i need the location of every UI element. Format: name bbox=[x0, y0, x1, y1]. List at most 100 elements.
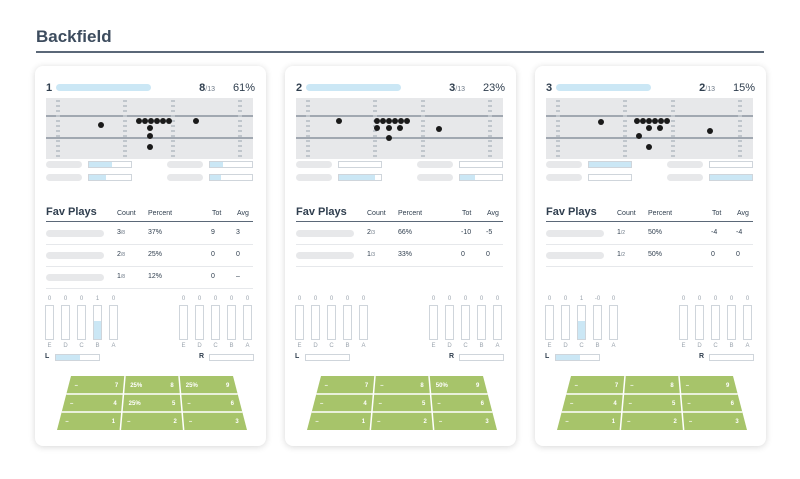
play-count: 3/8 bbox=[117, 229, 125, 236]
gap-right-count: 0 bbox=[729, 296, 734, 302]
stat-label-placeholder bbox=[667, 161, 703, 168]
gap-right-count: 0 bbox=[245, 296, 250, 302]
table-divider bbox=[296, 221, 503, 222]
gap-right-letter: D bbox=[197, 343, 202, 349]
stat-bar-row bbox=[46, 174, 253, 181]
play-percent: 37% bbox=[148, 229, 163, 236]
zone-percent: 50% bbox=[436, 383, 449, 389]
stat-meter bbox=[88, 174, 132, 181]
gap-left-column bbox=[45, 305, 54, 340]
play-name-placeholder bbox=[296, 230, 354, 237]
gap-left-count: 0 bbox=[611, 296, 616, 302]
play-row[interactable]: 1/8 12% 0 – bbox=[46, 267, 253, 289]
gap-right-count: 0 bbox=[463, 296, 468, 302]
zone-percent: – bbox=[439, 419, 443, 425]
play-row[interactable]: 3/8 37% 9 3 bbox=[46, 223, 253, 245]
play-tot: 0 bbox=[711, 251, 715, 258]
gap-right-column bbox=[445, 305, 454, 340]
play-row[interactable]: 1/2 50% -4 -4 bbox=[546, 223, 753, 245]
column-header-avg: Avg bbox=[487, 210, 499, 217]
stat-bar-row bbox=[296, 174, 503, 181]
right-label: R bbox=[699, 353, 705, 360]
player-dot bbox=[646, 144, 652, 150]
play-count: 1/3 bbox=[367, 251, 375, 258]
gap-left-column bbox=[109, 305, 118, 340]
player-dot bbox=[136, 118, 142, 124]
player-dot bbox=[386, 135, 392, 141]
gap-right-column bbox=[211, 305, 220, 340]
play-avg: 3 bbox=[236, 229, 240, 236]
zone-number: 7 bbox=[615, 383, 619, 389]
gap-left-column bbox=[561, 305, 570, 340]
stat-label-placeholder bbox=[296, 174, 332, 181]
gap-right-letter: A bbox=[745, 343, 750, 349]
player-dot bbox=[147, 125, 153, 131]
play-count-den: /8 bbox=[120, 230, 126, 236]
gap-left-count: 1 bbox=[95, 296, 100, 302]
gap-left-letter: B bbox=[95, 343, 100, 349]
gap-right-letter: A bbox=[495, 343, 500, 349]
player-dot bbox=[160, 118, 166, 124]
gap-left-letter: C bbox=[79, 343, 84, 349]
title-divider bbox=[36, 51, 764, 53]
gap-left-column bbox=[359, 305, 368, 340]
stat-label-placeholder bbox=[167, 174, 203, 181]
play-row[interactable]: 1/3 33% 0 0 bbox=[296, 245, 503, 267]
snap-count: 8 bbox=[199, 82, 206, 94]
zone-percent: – bbox=[570, 401, 574, 407]
zone-percent: – bbox=[379, 401, 383, 407]
gap-left-fill bbox=[94, 320, 101, 339]
stat-meter bbox=[88, 161, 132, 168]
zone-percent: – bbox=[65, 419, 69, 425]
zone-percent: 25% bbox=[130, 383, 143, 389]
zone-field bbox=[557, 376, 747, 430]
play-count-num: 2 bbox=[367, 229, 371, 236]
player-dot bbox=[154, 118, 160, 124]
gap-left-column bbox=[295, 305, 304, 340]
left-label: L bbox=[545, 353, 550, 360]
play-row[interactable]: 1/2 50% 0 0 bbox=[546, 245, 753, 267]
fav-plays-title: Fav Plays bbox=[296, 206, 347, 218]
snap-total: /13 bbox=[205, 86, 215, 93]
player-number: 3 bbox=[546, 82, 553, 94]
player-dot bbox=[640, 118, 646, 124]
column-header-tot: Tot bbox=[462, 210, 472, 217]
zone-number: 9 bbox=[226, 383, 230, 389]
stat-meter-fill bbox=[89, 175, 106, 180]
gap-left-count: 0 bbox=[63, 296, 68, 302]
play-count-den: /3 bbox=[370, 230, 376, 236]
play-count-num: 1 bbox=[617, 251, 621, 258]
stat-label-placeholder bbox=[167, 161, 203, 168]
zone-percent: 25% bbox=[129, 401, 142, 407]
zone-percent: – bbox=[127, 419, 131, 425]
column-header-count: Count bbox=[617, 210, 636, 217]
zone-number: 2 bbox=[424, 419, 428, 425]
play-row[interactable]: 2/3 66% -10 -5 bbox=[296, 223, 503, 245]
gap-right-letter: B bbox=[229, 343, 234, 349]
stat-label-placeholder bbox=[667, 174, 703, 181]
left-meter bbox=[55, 354, 100, 361]
zone-number: 6 bbox=[731, 401, 735, 407]
fav-plays-title: Fav Plays bbox=[46, 206, 97, 218]
play-name-placeholder bbox=[46, 230, 104, 237]
snap-fraction: 3/13 bbox=[449, 82, 465, 94]
zone-number: 5 bbox=[172, 401, 176, 407]
zone-number: 4 bbox=[113, 401, 117, 407]
zone-grid: – 7 – 8 – 9 – 4 – 5 – 6 – 1 – 2 – 3 bbox=[557, 376, 747, 431]
gap-right-count: 0 bbox=[213, 296, 218, 302]
gap-left-count: 0 bbox=[313, 296, 318, 302]
zone-col-divider bbox=[119, 376, 126, 431]
play-tot: 0 bbox=[461, 251, 465, 258]
zone-number: 7 bbox=[365, 383, 369, 389]
gap-right-column bbox=[711, 305, 720, 340]
stat-label-placeholder bbox=[546, 161, 582, 168]
player-dot bbox=[658, 118, 664, 124]
play-row[interactable]: 2/8 25% 0 0 bbox=[46, 245, 253, 267]
zone-number: 1 bbox=[112, 419, 116, 425]
gap-left-letter: E bbox=[297, 343, 302, 349]
gap-left-count: 0 bbox=[297, 296, 302, 302]
right-meter bbox=[709, 354, 754, 361]
stat-bar-row bbox=[296, 161, 503, 168]
stat-meter-fill bbox=[589, 162, 631, 167]
zone-percent: – bbox=[325, 383, 329, 389]
